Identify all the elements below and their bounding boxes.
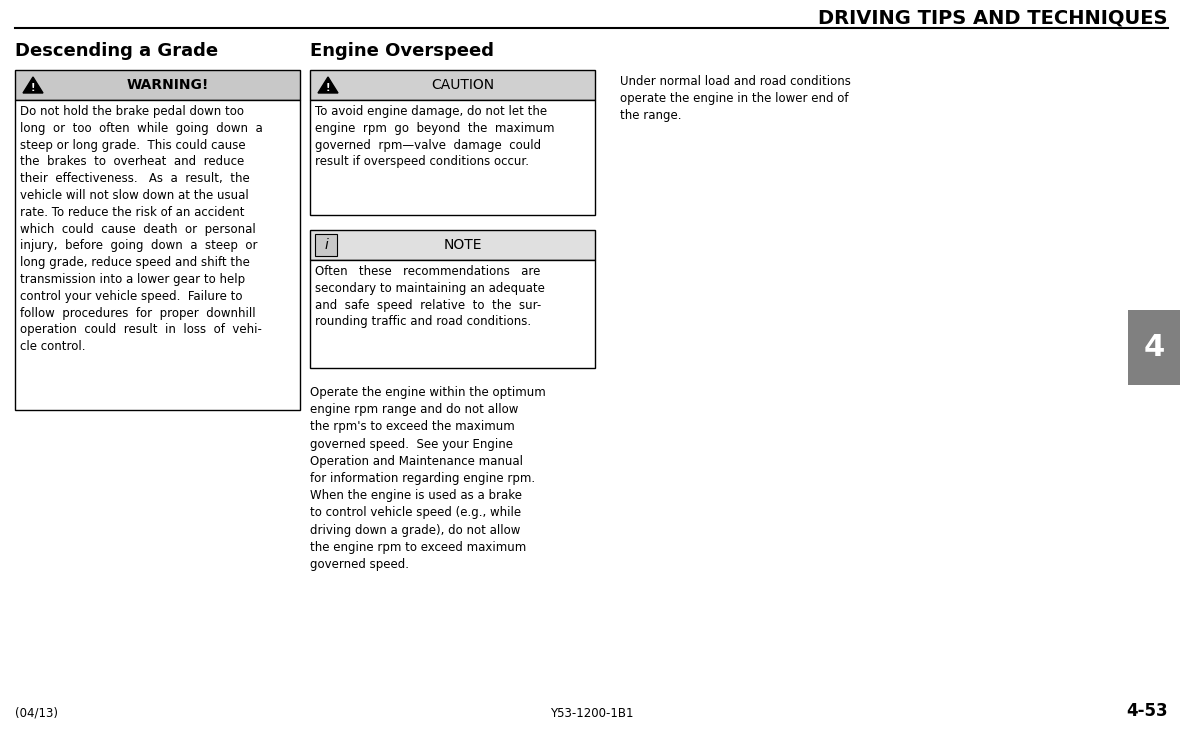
Text: To avoid engine damage, do not let the
engine  rpm  go  beyond  the  maximum
gov: To avoid engine damage, do not let the e… xyxy=(315,105,555,168)
Polygon shape xyxy=(318,77,338,93)
Text: CAUTION: CAUTION xyxy=(431,78,494,92)
Polygon shape xyxy=(22,77,43,93)
Text: Engine Overspeed: Engine Overspeed xyxy=(310,42,494,60)
Bar xyxy=(310,70,595,100)
Text: Y53-1200-1B1: Y53-1200-1B1 xyxy=(550,707,633,720)
Text: Operate the engine within the optimum
engine rpm range and do not allow
the rpm': Operate the engine within the optimum en… xyxy=(310,386,545,571)
Text: Descending a Grade: Descending a Grade xyxy=(15,42,218,60)
Text: NOTE: NOTE xyxy=(444,238,481,252)
Text: !: ! xyxy=(325,83,330,93)
Text: !: ! xyxy=(31,83,35,93)
Bar xyxy=(15,70,300,100)
Bar xyxy=(310,260,595,368)
Text: (04/13): (04/13) xyxy=(15,707,58,720)
Bar xyxy=(310,230,595,260)
Bar xyxy=(1129,310,1179,385)
Bar xyxy=(315,234,337,256)
Text: Do not hold the brake pedal down too
long  or  too  often  while  going  down  a: Do not hold the brake pedal down too lon… xyxy=(20,105,263,354)
Text: WARNING!: WARNING! xyxy=(127,78,208,92)
Text: Often   these   recommendations   are
secondary to maintaining an adequate
and  : Often these recommendations are secondar… xyxy=(315,265,545,329)
Text: 4: 4 xyxy=(1144,333,1164,362)
Text: Under normal load and road conditions
operate the engine in the lower end of
the: Under normal load and road conditions op… xyxy=(620,75,851,122)
Bar xyxy=(15,100,300,410)
Text: DRIVING TIPS AND TECHNIQUES: DRIVING TIPS AND TECHNIQUES xyxy=(819,8,1168,27)
Text: 4-53: 4-53 xyxy=(1126,702,1168,720)
Text: i: i xyxy=(324,238,328,252)
Bar xyxy=(310,100,595,215)
